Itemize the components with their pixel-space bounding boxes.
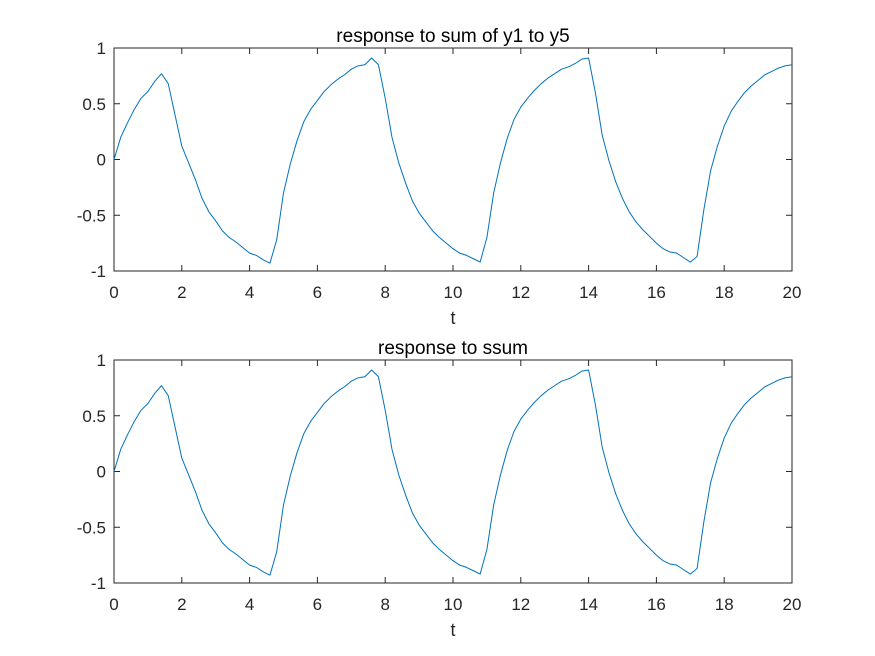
y-tick-label: -0.5 bbox=[77, 206, 106, 225]
y-tick-label: -1 bbox=[91, 262, 106, 281]
x-tick-label: 20 bbox=[783, 595, 802, 614]
subplot-bottom: response to ssum 0 2 4 6 8 10 12 14 16 18 20-1-0.5… bbox=[77, 338, 802, 640]
chart-title: response to ssum bbox=[378, 338, 528, 359]
x-tick-label: 12 bbox=[511, 283, 530, 302]
x-tick-label: 10 bbox=[444, 595, 463, 614]
x-tick-label: 0 bbox=[109, 283, 118, 302]
x-tick-label: 2 bbox=[177, 283, 186, 302]
x-tick-label: 10 bbox=[444, 283, 463, 302]
x-tick-label: 4 bbox=[245, 283, 254, 302]
x-tick-label: 16 bbox=[647, 283, 666, 302]
series-group bbox=[113, 369, 793, 576]
x-tick-label: 4 bbox=[245, 595, 254, 614]
y-tick-label: -1 bbox=[91, 574, 106, 593]
x-tick-label: 20 bbox=[783, 283, 802, 302]
x-tick-label: 6 bbox=[313, 595, 322, 614]
series-line bbox=[113, 57, 793, 264]
subplot-top: response to sum of y1 to y5 0 2 4 6 8 10 12 14 1… bbox=[77, 26, 802, 328]
axes-box bbox=[113, 47, 793, 272]
x-tick-label: 6 bbox=[313, 283, 322, 302]
chart-title: response to sum of y1 to y5 bbox=[336, 26, 569, 47]
x-tick-label: 8 bbox=[380, 283, 389, 302]
y-tick-label: 0 bbox=[97, 463, 106, 482]
y-tick-label: 0 bbox=[97, 151, 106, 170]
y-tick-label: 1 bbox=[97, 351, 106, 370]
x-tick-label: 0 bbox=[109, 595, 118, 614]
x-tick-label: 12 bbox=[511, 595, 530, 614]
x-axis-label: t bbox=[450, 308, 455, 328]
x-tick-label: 14 bbox=[579, 595, 598, 614]
ticks-group: 0 2 4 6 8 10 12 14 16 18 20 -1 -0.5 0 0.5 1 bbox=[77, 39, 802, 302]
y-tick-label: 0.5 bbox=[82, 407, 106, 426]
series-line bbox=[113, 369, 793, 576]
x-tick-label: 18 bbox=[715, 595, 734, 614]
x-tick-label: 16 bbox=[647, 595, 666, 614]
series-group bbox=[113, 57, 793, 264]
axes-box bbox=[113, 359, 793, 584]
x-axis-label: t bbox=[450, 620, 455, 640]
ticks-group: 0 2 4 6 8 10 12 14 16 18 20 -1 -0.5 0 0.5 1 bbox=[77, 351, 802, 614]
x-tick-label: 2 bbox=[177, 595, 186, 614]
y-tick-label: 0.5 bbox=[82, 95, 106, 114]
x-tick-label: 8 bbox=[380, 595, 389, 614]
y-tick-label: 1 bbox=[97, 39, 106, 58]
x-tick-label: 14 bbox=[579, 283, 598, 302]
y-tick-label: -0.5 bbox=[77, 518, 106, 537]
x-tick-label: 18 bbox=[715, 283, 734, 302]
